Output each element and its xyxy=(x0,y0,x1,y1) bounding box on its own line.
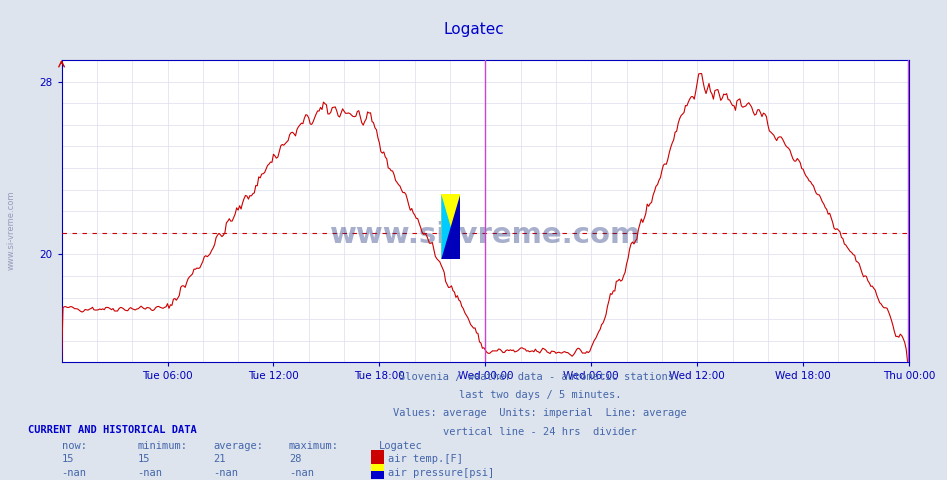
Text: -nan: -nan xyxy=(62,468,86,478)
Text: -nan: -nan xyxy=(137,468,162,478)
Polygon shape xyxy=(441,194,460,259)
Text: 15: 15 xyxy=(137,454,150,464)
Text: Values: average  Units: imperial  Line: average: Values: average Units: imperial Line: av… xyxy=(393,408,687,419)
Text: CURRENT AND HISTORICAL DATA: CURRENT AND HISTORICAL DATA xyxy=(28,425,197,435)
Text: Slovenia / weather data - automatic stations.: Slovenia / weather data - automatic stat… xyxy=(400,372,680,382)
Polygon shape xyxy=(441,194,460,259)
Text: air pressure[psi]: air pressure[psi] xyxy=(388,468,494,478)
Text: www.si-vreme.com: www.si-vreme.com xyxy=(7,191,16,270)
Text: 21: 21 xyxy=(213,454,225,464)
Text: -nan: -nan xyxy=(213,468,238,478)
Text: www.si-vreme.com: www.si-vreme.com xyxy=(330,221,641,250)
Text: last two days / 5 minutes.: last two days / 5 minutes. xyxy=(458,390,621,400)
Text: minimum:: minimum: xyxy=(137,441,188,451)
Text: -nan: -nan xyxy=(289,468,313,478)
Text: air temp.[F]: air temp.[F] xyxy=(388,454,463,464)
Text: Logatec: Logatec xyxy=(379,441,422,451)
Text: now:: now: xyxy=(62,441,86,451)
Text: 28: 28 xyxy=(289,454,301,464)
Text: maximum:: maximum: xyxy=(289,441,339,451)
Text: 15: 15 xyxy=(62,454,74,464)
Text: Logatec: Logatec xyxy=(443,22,504,36)
Text: average:: average: xyxy=(213,441,263,451)
Text: vertical line - 24 hrs  divider: vertical line - 24 hrs divider xyxy=(443,427,636,437)
